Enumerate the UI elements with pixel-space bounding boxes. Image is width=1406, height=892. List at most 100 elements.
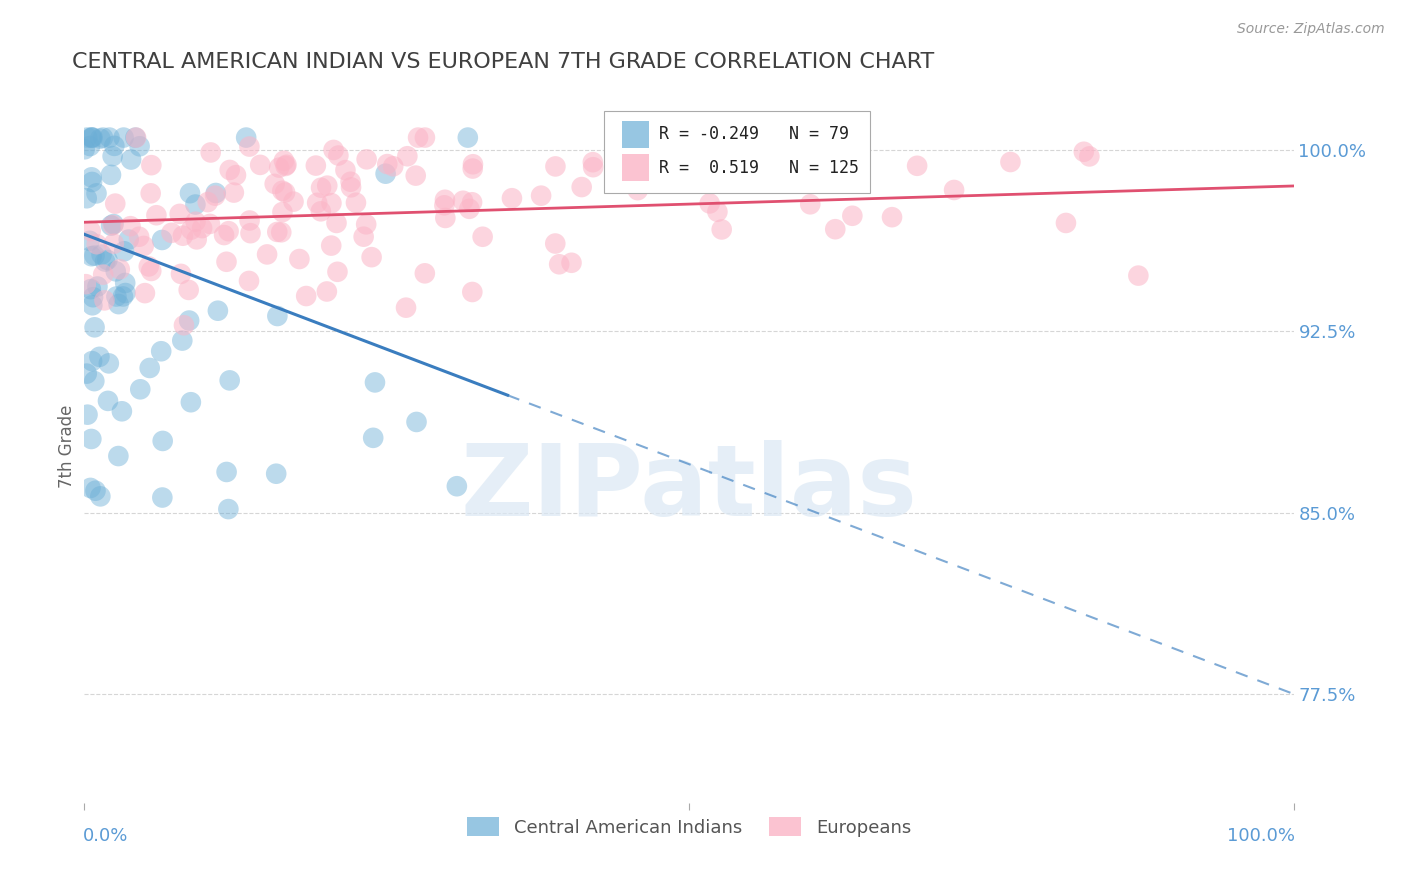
Point bbox=[93, 293, 115, 308]
Point bbox=[76, 408, 98, 422]
Point bbox=[145, 208, 167, 222]
Point bbox=[129, 382, 152, 396]
Point bbox=[238, 139, 260, 153]
Point bbox=[217, 502, 239, 516]
Point bbox=[114, 276, 136, 290]
Point bbox=[138, 260, 160, 274]
Point bbox=[315, 285, 337, 299]
Point bbox=[235, 130, 257, 145]
Point bbox=[89, 489, 111, 503]
Point bbox=[150, 344, 173, 359]
Point bbox=[699, 196, 721, 211]
Point bbox=[382, 159, 405, 173]
Point bbox=[335, 163, 357, 178]
Point bbox=[169, 207, 191, 221]
Point bbox=[627, 183, 650, 197]
Point bbox=[79, 139, 101, 153]
Point bbox=[173, 318, 195, 333]
Point bbox=[433, 193, 456, 207]
Point bbox=[700, 152, 723, 166]
Point bbox=[141, 158, 163, 172]
Point bbox=[104, 196, 127, 211]
Point bbox=[283, 194, 305, 209]
Point bbox=[309, 204, 332, 219]
Point bbox=[218, 163, 240, 178]
Point bbox=[356, 153, 378, 167]
Point bbox=[451, 194, 474, 208]
Point bbox=[364, 376, 387, 390]
Point bbox=[325, 216, 347, 230]
Point bbox=[461, 161, 484, 176]
Point bbox=[89, 131, 111, 145]
Point bbox=[354, 218, 377, 232]
Point bbox=[98, 130, 121, 145]
Point bbox=[97, 393, 120, 408]
Point bbox=[340, 180, 363, 194]
Point bbox=[405, 415, 427, 429]
Point bbox=[80, 130, 103, 145]
Point bbox=[112, 130, 135, 145]
Point bbox=[799, 197, 821, 211]
Point bbox=[548, 257, 571, 271]
Point bbox=[80, 282, 103, 296]
Point bbox=[111, 404, 134, 418]
Point bbox=[160, 226, 183, 240]
Point bbox=[180, 222, 202, 236]
Point bbox=[225, 168, 247, 182]
Point bbox=[274, 186, 297, 200]
Point bbox=[274, 159, 297, 173]
Point bbox=[172, 334, 194, 348]
Point bbox=[1073, 145, 1095, 159]
Point bbox=[73, 142, 96, 156]
Point bbox=[134, 286, 156, 301]
Point bbox=[179, 186, 201, 201]
Text: ZIPatlas: ZIPatlas bbox=[461, 441, 917, 537]
Legend: Central American Indians, Europeans: Central American Indians, Europeans bbox=[460, 810, 918, 844]
Point bbox=[80, 170, 103, 185]
Point bbox=[276, 158, 298, 172]
Point bbox=[266, 309, 288, 323]
Point bbox=[76, 130, 98, 145]
Point bbox=[120, 219, 142, 234]
Point bbox=[266, 225, 288, 239]
Text: R =  0.519   N = 125: R = 0.519 N = 125 bbox=[659, 159, 859, 177]
Point bbox=[177, 283, 200, 297]
Point bbox=[413, 266, 436, 280]
Point bbox=[582, 160, 605, 174]
Point bbox=[184, 197, 207, 211]
Point bbox=[395, 301, 418, 315]
Point bbox=[118, 233, 141, 247]
Point bbox=[152, 434, 174, 448]
Point bbox=[83, 248, 105, 262]
Point bbox=[457, 130, 479, 145]
Point bbox=[734, 169, 756, 183]
Point bbox=[114, 286, 136, 301]
Point bbox=[880, 210, 903, 224]
Point bbox=[75, 277, 97, 292]
Text: 0.0%: 0.0% bbox=[83, 827, 128, 845]
Point bbox=[215, 465, 238, 479]
Point bbox=[339, 175, 361, 189]
Point bbox=[103, 236, 125, 251]
Point bbox=[212, 228, 235, 243]
Point bbox=[124, 130, 146, 145]
Point bbox=[150, 233, 173, 247]
Point bbox=[138, 361, 160, 376]
Point bbox=[86, 186, 108, 201]
Point bbox=[170, 267, 193, 281]
Point bbox=[321, 196, 343, 211]
Point bbox=[322, 143, 344, 157]
Point bbox=[80, 130, 103, 145]
Point bbox=[326, 265, 349, 279]
Point bbox=[100, 219, 122, 233]
Point bbox=[375, 157, 398, 171]
Point bbox=[112, 244, 135, 259]
Point bbox=[458, 202, 481, 216]
Point bbox=[111, 289, 134, 303]
Bar bbox=[623, 120, 650, 148]
Point bbox=[582, 155, 605, 169]
Point bbox=[344, 195, 367, 210]
Point bbox=[560, 256, 582, 270]
Text: 100.0%: 100.0% bbox=[1226, 827, 1295, 845]
Point bbox=[101, 218, 124, 232]
